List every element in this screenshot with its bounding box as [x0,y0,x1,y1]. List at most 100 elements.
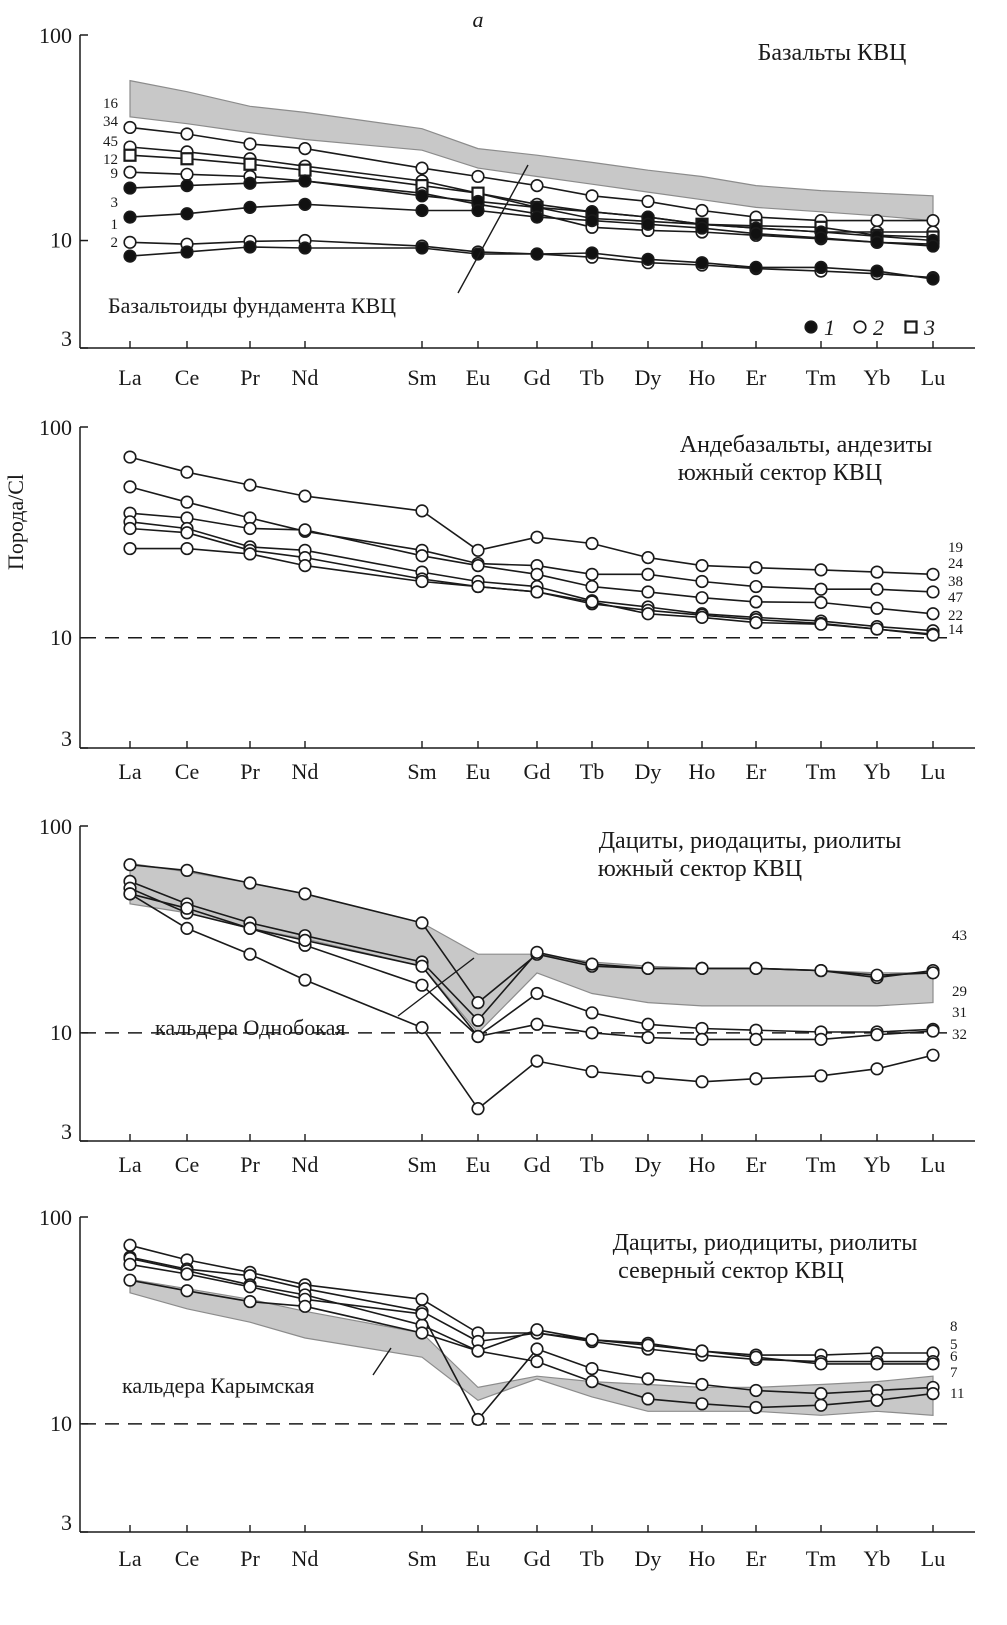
x-tick-label: Tb [580,365,604,390]
series-line-12 [129,171,934,245]
series-label-16: 16 [103,96,119,112]
series-label-9: 9 [111,166,119,182]
x-tick-label: Tb [580,1546,604,1571]
data-point-11-sm [415,1326,429,1340]
x-tick-label: Tb [580,759,604,784]
data-point-7-la [123,1257,137,1271]
data-point-29-dy [641,961,655,975]
x-tick-label: Er [746,365,767,390]
x-tick-label: La [118,759,141,784]
series-label-24: 24 [948,556,964,572]
data-point-32-sm [415,1021,429,1035]
data-point-38-lu [926,607,940,621]
x-tick-label: Pr [240,1546,260,1571]
x-tick-label: Lu [921,1546,945,1571]
x-tick-label: Nd [292,1152,319,1177]
data-point-unlabeled-4-tb [585,1026,599,1040]
panel-title: Базальты КВЦ [758,40,907,66]
data-point-24-tb [585,567,599,581]
series-line-8 [129,1244,933,1356]
data-point-2-la [123,249,137,263]
x-tick-label: Er [746,1546,767,1571]
y-tick-label: 3 [61,1510,72,1535]
series-label-14: 14 [948,622,964,638]
data-point-11-pr [243,1294,257,1309]
chart-panel-4: 100 10 3 La Ce Pr Nd Sm Eu Gd Tb Dy Ho Er Tm Yb Lu 8 567 11… [39,1205,975,1571]
x-tick-label: Eu [466,1546,490,1571]
y-tick-label: 10 [50,1020,72,1045]
data-point-6-lu [926,1357,940,1371]
series-label-38: 38 [948,574,963,590]
data-point-11-eu [471,1344,485,1358]
x-tick-label: Tb [580,1152,604,1177]
data-point-7-pr [243,1280,257,1294]
data-point-31-dy [641,1017,655,1031]
panel-subtitle: южный сектор КВЦ [678,460,882,486]
x-tick-label: Sm [407,1546,436,1571]
data-point-29-er [749,961,763,975]
x-tick-label: Pr [240,1152,260,1177]
chart-panel-1: 100 10 3 La Ce Pr Nd Sm Eu Gd Tb Dy Ho Er Tm Yb Lu 16 34 45… [39,23,975,390]
x-tick-label: Tm [806,1152,837,1177]
x-tick-label: Ce [175,759,199,784]
data-point-32-tb [585,1064,599,1079]
x-tick-label: La [118,1546,141,1571]
series-label-29: 29 [952,984,967,1000]
y-tick-label: 3 [61,1119,72,1144]
data-point-7-gd [530,1342,544,1356]
data-point-38-sm [415,549,429,563]
data-point-3-ho [695,221,709,235]
data-point-31-tb [585,1006,599,1020]
data-point-unlabeled-4-ce [180,901,194,915]
data-point-19-yb [870,565,884,579]
x-tick-label: Lu [921,759,945,784]
x-tick-label: Ho [689,365,716,390]
data-point-29-ho [695,961,709,975]
data-point-16-lu [926,214,940,228]
x-tick-label: Dy [635,759,662,784]
series-label-8: 8 [950,1319,958,1335]
data-point-6-er [749,1350,763,1364]
data-point-14-eu [471,579,485,594]
data-point-6-ho [695,1344,709,1358]
data-point-2-pr [243,240,257,254]
data-point-3-la [123,210,137,224]
reference-field-1 [129,79,934,222]
x-tick-label: Pr [240,759,260,784]
data-point-19-dy [641,551,655,565]
series-line-29 [129,880,934,1022]
annotation-leader-line [457,164,529,294]
data-point-24-er [749,579,763,594]
data-point-2-lu [926,272,940,286]
data-point-43-nd [298,887,312,901]
series-line-9 [129,180,934,242]
data-point-3-er [749,227,763,241]
x-tick-label: Eu [466,365,490,390]
data-point-43-sm [415,916,429,930]
data-point-12-ce [180,167,194,181]
data-point-8-la [123,1238,137,1252]
panel-title: Дациты, риодициты, риолиты [613,1230,918,1256]
data-point-32-er [749,1072,763,1086]
data-point-11-nd [298,1299,312,1313]
data-point-38-eu [471,559,485,573]
data-point-29-eu [471,1013,485,1027]
x-tick-label: Ho [689,759,716,784]
series-line-16 [129,126,933,222]
x-tick-label: Yb [864,759,891,784]
y-tick-label: 10 [50,228,72,253]
data-point-2-ce [180,245,194,259]
series-label-2: 2 [111,235,119,251]
data-point-12-la [123,165,137,179]
data-point-14-yb [870,622,884,636]
data-point-3-pr [243,200,257,214]
series-label-32: 32 [952,1027,967,1043]
data-point-7-ho [695,1377,709,1392]
data-point-3-lu [926,239,940,253]
data-point-14-ce [180,541,194,556]
data-point-43-pr [243,876,257,890]
data-point-11-yb [870,1393,884,1407]
y-tick-label: 10 [50,625,72,650]
data-point-19-sm [415,504,429,518]
